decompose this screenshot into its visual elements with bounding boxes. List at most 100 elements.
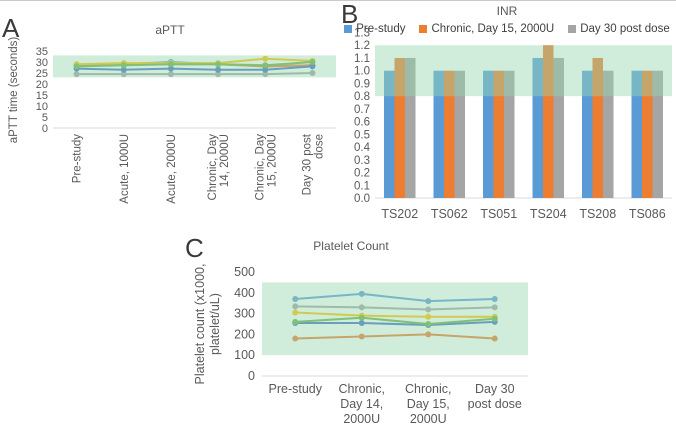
y-tick-label: 0 (42, 123, 48, 135)
data-point (425, 331, 432, 338)
reference-band (262, 282, 528, 356)
data-point (262, 55, 269, 62)
line-series (295, 316, 495, 326)
data-point (358, 333, 365, 340)
x-category-label: TS086 (629, 207, 666, 221)
platelet-y-axis-label-line2: platelet/uL) (208, 293, 222, 355)
bar (433, 70, 444, 198)
data-point (292, 303, 299, 310)
bar (493, 70, 504, 198)
x-category-label: Pre-study (72, 134, 84, 183)
line-series (76, 61, 313, 68)
x-category-label: TS208 (579, 207, 616, 221)
x-category-label: 15, 2000U (266, 134, 278, 187)
y-tick-label: 30 (36, 57, 48, 69)
line-series (295, 292, 495, 303)
y-tick-label: 0.5 (354, 129, 370, 141)
data-point (309, 63, 316, 70)
aptt-chart-title: aPTT (155, 23, 185, 37)
bar (384, 70, 395, 198)
x-category-label: TS202 (381, 207, 418, 221)
x-category-label: Acute, 1000U (119, 134, 131, 204)
data-point (120, 66, 127, 73)
x-category-label: TS204 (530, 207, 567, 221)
inr-chart: 0.00.10.20.30.40.50.60.70.80.91.01.11.21… (354, 28, 672, 221)
panel-inr: 0.0 0.1 0.2 0.3 0.4 0.5 0.6 0.7 0.8 0.9 1.0 1.1 1.2 1… (338, 1, 676, 231)
data-point (425, 321, 432, 327)
panel-aptt: 0 5 10 15 20 25 30 35 Pre-study Acute, 1000U Acute… (0, 1, 340, 231)
y-tick-label: 300 (234, 307, 255, 321)
y-tick-label: 0.8 (354, 91, 370, 103)
y-tick-label: 35 (36, 46, 48, 58)
bar (405, 57, 416, 198)
x-category-label: Chronic, Day (207, 134, 219, 201)
bar (582, 70, 593, 198)
y-tick-label: 0.6 (354, 117, 370, 129)
line-series (295, 305, 495, 311)
data-point (491, 296, 498, 303)
data-point (120, 62, 127, 69)
y-tick-label: 400 (234, 286, 255, 300)
bar (642, 70, 653, 198)
y-tick-label: 1.1 (354, 53, 370, 65)
y-tick-label: 1.0 (354, 66, 370, 78)
y-tick-label: 500 (234, 265, 255, 279)
platelet-y-axis-label-line1: Platelet count (x1000, (193, 263, 207, 385)
y-tick-label: 100 (234, 348, 255, 362)
line-series (295, 320, 495, 327)
y-tick-label: 25 (36, 68, 48, 80)
x-category-label: Day 30 post dose (468, 382, 522, 411)
data-point (262, 62, 269, 69)
legend-item-chronic-day15: Chronic, Day 15, 2000U (419, 23, 554, 35)
bar (603, 70, 614, 198)
data-point (167, 65, 174, 72)
data-point (309, 59, 316, 65)
x-category-label: Acute, 2000U (166, 134, 178, 204)
line-series (76, 72, 313, 76)
bar (592, 57, 603, 198)
inr-legend: Pre-study Chronic, Day 15, 2000U Day 30 … (338, 23, 676, 35)
data-point (292, 309, 299, 316)
inr-chart-title: INR (496, 4, 518, 18)
panel-platelet: 0 100 200 300 400 500 Pre-study Chronic, Day 14,… (165, 233, 537, 433)
legend-label: Pre-study (356, 23, 406, 35)
y-tick-label: 0.4 (354, 142, 371, 154)
data-point (120, 71, 127, 78)
data-point (491, 304, 498, 311)
data-point (358, 304, 365, 311)
panel-letter-c: C (185, 233, 204, 263)
panel-letter-b: B (341, 0, 359, 29)
y-tick-label: 0.7 (354, 104, 370, 116)
y-tick-label: 5 (42, 112, 48, 124)
reference-band (53, 55, 336, 78)
data-point (358, 314, 365, 321)
platelet-y-axis-label: Platelet count (x1000, platelet/uL) (193, 224, 223, 424)
data-point (292, 335, 299, 342)
line-series (76, 65, 313, 71)
data-point (215, 66, 222, 73)
y-tick-label: 0.2 (354, 168, 370, 180)
x-category-label: TS062 (431, 207, 468, 221)
y-tick-label: 1.2 (354, 40, 370, 52)
x-category-label: Day 30 post (301, 133, 313, 195)
x-category-label: Chronic, Day 15, 2000U (405, 382, 452, 426)
y-tick-label: 10 (36, 101, 48, 113)
data-point (491, 315, 498, 322)
legend-item-day30-post-dose: Day 30 post dose (568, 23, 670, 35)
y-tick-label: 0.9 (354, 78, 370, 90)
bar (444, 70, 455, 198)
legend-swatch-orange (419, 25, 428, 33)
bar (394, 57, 405, 198)
bar (504, 70, 515, 198)
x-category-label: Chronic, Day (254, 134, 266, 201)
bar (652, 70, 663, 198)
data-point (262, 66, 269, 73)
legend-swatch-blue (344, 25, 353, 33)
bar (543, 45, 554, 198)
data-point (358, 319, 365, 326)
x-category-label: TS051 (480, 207, 517, 221)
reference-band (375, 45, 672, 97)
legend-item-pre-study: Pre-study (344, 23, 405, 35)
